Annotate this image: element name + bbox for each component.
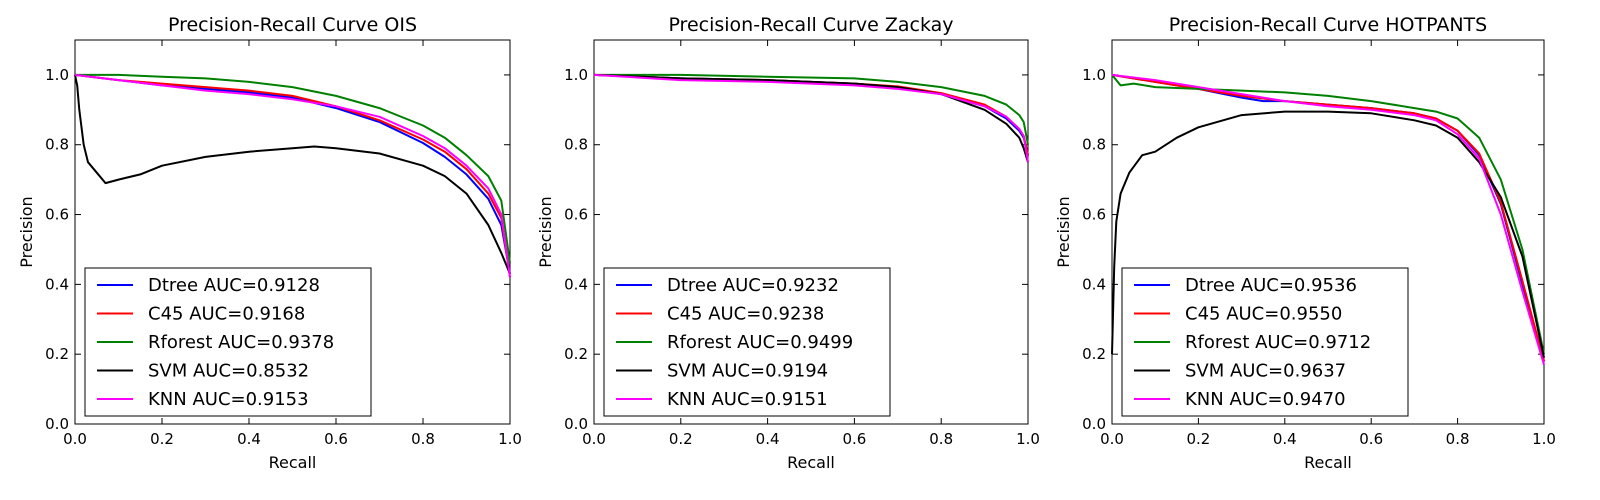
- series-lines: [593, 73, 1029, 163]
- x-axis-label: Recall: [269, 453, 317, 472]
- y-tick-label: 0.0: [45, 415, 69, 433]
- x-axis-label: Recall: [1304, 453, 1352, 472]
- series-line-svm: [1111, 110, 1545, 358]
- y-tick-label: 0.4: [564, 275, 588, 293]
- legend-label-rforest: Rforest AUC=0.9712: [1185, 332, 1371, 353]
- y-tick-label: 1.0: [45, 66, 69, 84]
- legend-label-c45: C45 AUC=0.9550: [1185, 304, 1342, 325]
- y-tick-label: 1.0: [564, 66, 588, 84]
- chart-panel-3: Precision-Recall Curve HOTPANTS 0.0 0.2 0.4…: [1054, 14, 1556, 472]
- series-line-dtree: [593, 73, 1029, 156]
- legend-label-rforest: Rforest AUC=0.9378: [148, 332, 334, 353]
- chart-panel-2: Precision-Recall Curve Zackay 0.0 0.2 0.4 0.…: [536, 14, 1040, 472]
- y-axis-label: Precision: [17, 196, 36, 267]
- x-tick-label: 0.2: [669, 430, 693, 448]
- series-lines: [74, 73, 511, 278]
- series-line-knn: [74, 73, 511, 278]
- legend: Dtree AUC=0.9232 C45 AUC=0.9238 Rforest AU…: [603, 267, 891, 417]
- legend-label-knn: KNN AUC=0.9470: [1185, 389, 1346, 410]
- plot-area-frame: [1111, 39, 1545, 425]
- plot-area-frame: [593, 39, 1029, 425]
- series-line-c45: [74, 73, 511, 278]
- y-tick-label: 0.8: [564, 136, 588, 154]
- legend-label-dtree: Dtree AUC=0.9232: [667, 275, 839, 296]
- y-tick-label: 0.0: [1082, 415, 1106, 433]
- x-tick-label: 1.0: [1532, 430, 1556, 448]
- series-line-svm: [593, 73, 1029, 163]
- x-tick-label: 0.0: [63, 430, 87, 448]
- x-tick-label: 0.8: [1446, 430, 1470, 448]
- x-tick-label: 0.4: [1273, 430, 1297, 448]
- legend-label-svm: SVM AUC=0.8532: [148, 361, 309, 382]
- x-tick-label: 0.8: [411, 430, 435, 448]
- legend-label-c45: C45 AUC=0.9168: [148, 304, 305, 325]
- legend-label-knn: KNN AUC=0.9151: [667, 389, 828, 410]
- y-tick-label: 0.4: [1082, 275, 1106, 293]
- chart-panel-1: Precision-Recall Curve OIS 0.0 0.2 0.4 0.6 0.…: [17, 14, 522, 472]
- x-axis-label: Recall: [787, 453, 835, 472]
- series-line-knn: [593, 73, 1029, 163]
- y-tick-label: 0.8: [45, 136, 69, 154]
- x-tick-label: 0.2: [150, 430, 174, 448]
- y-tick-label: 1.0: [1082, 66, 1106, 84]
- legend-label-dtree: Dtree AUC=0.9128: [148, 275, 320, 296]
- x-tick-label: 0.4: [237, 430, 261, 448]
- legend-label-dtree: Dtree AUC=0.9536: [1185, 275, 1357, 296]
- legend-label-svm: SVM AUC=0.9637: [1185, 361, 1346, 382]
- x-tick-label: 0.8: [929, 430, 953, 448]
- x-tick-label: 1.0: [1016, 430, 1040, 448]
- x-tick-label: 0.0: [1100, 430, 1124, 448]
- plot-area-frame: [74, 39, 511, 425]
- legend: Dtree AUC=0.9536 C45 AUC=0.9550 Rforest AU…: [1121, 267, 1409, 417]
- chart-title: Precision-Recall Curve OIS: [168, 14, 417, 36]
- x-tick-label: 0.0: [582, 430, 606, 448]
- x-tick-label: 0.2: [1186, 430, 1210, 448]
- chart-title: Precision-Recall Curve HOTPANTS: [1169, 14, 1487, 36]
- series-line-rforest: [1111, 74, 1545, 355]
- legend-label-rforest: Rforest AUC=0.9499: [667, 332, 853, 353]
- series-line-rforest: [75, 73, 511, 264]
- series-line-knn: [1111, 73, 1545, 365]
- series-lines: [1111, 73, 1545, 365]
- y-axis-label: Precision: [1054, 196, 1073, 267]
- y-tick-label: 0.2: [564, 345, 588, 363]
- x-tick-label: 0.6: [1359, 430, 1383, 448]
- y-axis-label: Precision: [536, 196, 555, 267]
- x-tick-label: 0.4: [756, 430, 780, 448]
- x-tick-label: 0.6: [324, 430, 348, 448]
- legend-label-knn: KNN AUC=0.9153: [148, 389, 309, 410]
- y-tick-label: 0.6: [45, 206, 69, 224]
- y-tick-label: 0.2: [45, 345, 69, 363]
- y-tick-label: 0.8: [1082, 136, 1106, 154]
- x-tick-label: 1.0: [498, 430, 522, 448]
- y-tick-label: 0.4: [45, 275, 69, 293]
- series-line-rforest: [594, 73, 1029, 145]
- y-tick-label: 0.6: [1082, 206, 1106, 224]
- x-tick-label: 0.6: [842, 430, 866, 448]
- series-line-c45: [593, 73, 1029, 156]
- y-tick-label: 0.0: [564, 415, 588, 433]
- y-tick-label: 0.6: [564, 206, 588, 224]
- chart-title: Precision-Recall Curve Zackay: [668, 14, 953, 36]
- y-tick-label: 0.2: [1082, 345, 1106, 363]
- legend: Dtree AUC=0.9128 C45 AUC=0.9168 Rforest AU…: [84, 267, 372, 417]
- series-line-svm: [74, 74, 511, 275]
- legend-label-svm: SVM AUC=0.9194: [667, 361, 828, 382]
- legend-label-c45: C45 AUC=0.9238: [667, 304, 824, 325]
